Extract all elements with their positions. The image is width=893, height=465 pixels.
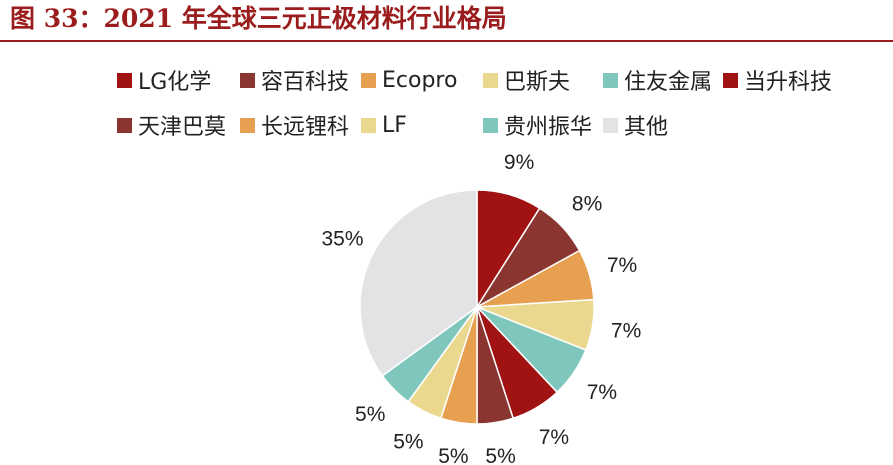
legend-item-ronbay: 容百科技 — [240, 66, 350, 95]
legend-label-others: 其他 — [624, 115, 669, 140]
legend-swatch-lf — [361, 117, 376, 133]
legend-item-easpring: 当升科技 — [723, 66, 833, 95]
pie-label-0: 9% — [504, 151, 534, 174]
legend-swatch-ecopro — [361, 72, 376, 88]
legend-label-sumitomo: 住友金属 — [624, 70, 713, 95]
legend-item-sumitomo: 住友金属 — [603, 66, 713, 95]
legend-label-easpring: 当升科技 — [744, 70, 833, 95]
legend-swatch-guizhou-zhenhua — [483, 117, 498, 133]
pie-label-5: 7% — [539, 426, 569, 449]
pie-slice-10 — [359, 189, 478, 377]
legend-swatch-ronbay — [240, 72, 255, 88]
pie-label-8: 5% — [393, 431, 423, 454]
legend-item-lg-chem: LG化学 — [117, 66, 212, 95]
legend-label-tianjin-bamo: 天津巴莫 — [138, 115, 227, 140]
legend-swatch-others — [603, 117, 618, 133]
legend-label-ronbay: 容百科技 — [261, 70, 350, 95]
pie-label-7: 5% — [438, 445, 468, 465]
figure-title: 图 33：2021 年全球三元正极材料行业格局 — [10, 4, 507, 33]
legend-item-ecopro: Ecopro — [361, 66, 457, 94]
legend-item-lf: LF — [361, 111, 407, 139]
legend-item-basf: 巴斯夫 — [483, 66, 571, 95]
legend-swatch-basf — [483, 72, 498, 88]
pie-label-6: 5% — [485, 445, 515, 465]
legend-label-lg-chem: LG化学 — [138, 70, 212, 95]
legend-label-lf: LF — [382, 112, 407, 138]
legend-swatch-easpring — [723, 72, 738, 88]
legend-label-ecopro: Ecopro — [382, 67, 458, 93]
legend-swatch-sumitomo — [603, 72, 618, 88]
legend-label-basf: 巴斯夫 — [504, 70, 571, 95]
legend-label-changyuan: 长远锂科 — [261, 115, 350, 140]
pie-label-2: 7% — [607, 254, 637, 277]
legend-swatch-lg-chem — [117, 72, 132, 88]
legend-item-changyuan: 长远锂科 — [240, 111, 350, 140]
title-underline — [0, 40, 893, 42]
legend-swatch-tianjin-bamo — [117, 117, 132, 133]
pie-label-10: 35% — [321, 227, 363, 250]
legend-swatch-changyuan — [240, 117, 255, 133]
pie-label-9: 5% — [355, 403, 385, 426]
legend-item-others: 其他 — [603, 111, 669, 140]
legend-item-tianjin-bamo: 天津巴莫 — [117, 111, 227, 140]
legend-label-guizhou-zhenhua: 贵州振华 — [504, 115, 593, 140]
pie-label-3: 7% — [611, 320, 641, 343]
legend-item-guizhou-zhenhua: 贵州振华 — [483, 111, 593, 140]
pie-label-4: 7% — [587, 381, 617, 404]
pie-label-1: 8% — [572, 193, 602, 216]
